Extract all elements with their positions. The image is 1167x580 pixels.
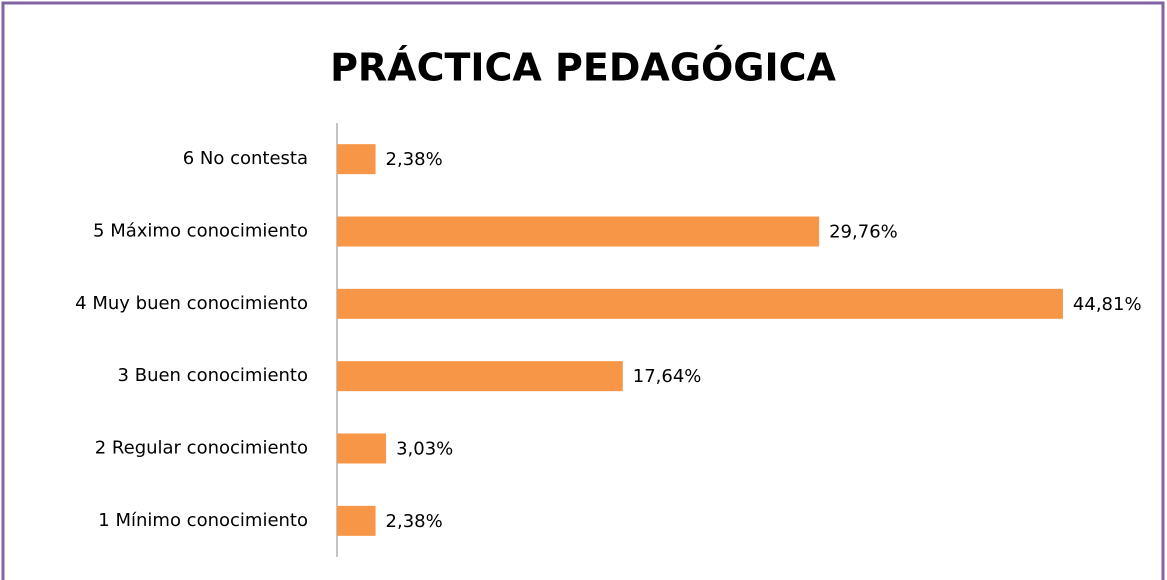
value-label: 17,64% [633, 366, 702, 387]
category-label: 6 No contesta [183, 148, 308, 169]
bar [337, 144, 376, 175]
value-label: 29,76% [829, 222, 898, 243]
value-label: 2,38% [386, 149, 443, 170]
category-label: 1 Mínimo conocimiento [98, 510, 308, 531]
bar [337, 361, 623, 392]
category-label: 5 Máximo conocimiento [93, 221, 308, 242]
bar [337, 288, 1063, 319]
bar [337, 433, 387, 464]
chart-title: PRÁCTICA PEDAGÓGICA [330, 46, 836, 90]
bar [337, 505, 376, 536]
value-label: 2,38% [386, 511, 443, 532]
category-label: 2 Regular conocimiento [95, 438, 308, 459]
category-label: 4 Muy buen conocimiento [75, 293, 308, 314]
bar [337, 216, 820, 247]
value-label: 44,81% [1073, 294, 1142, 315]
value-label: 3,03% [396, 439, 453, 460]
category-label: 3 Buen conocimiento [118, 365, 308, 386]
